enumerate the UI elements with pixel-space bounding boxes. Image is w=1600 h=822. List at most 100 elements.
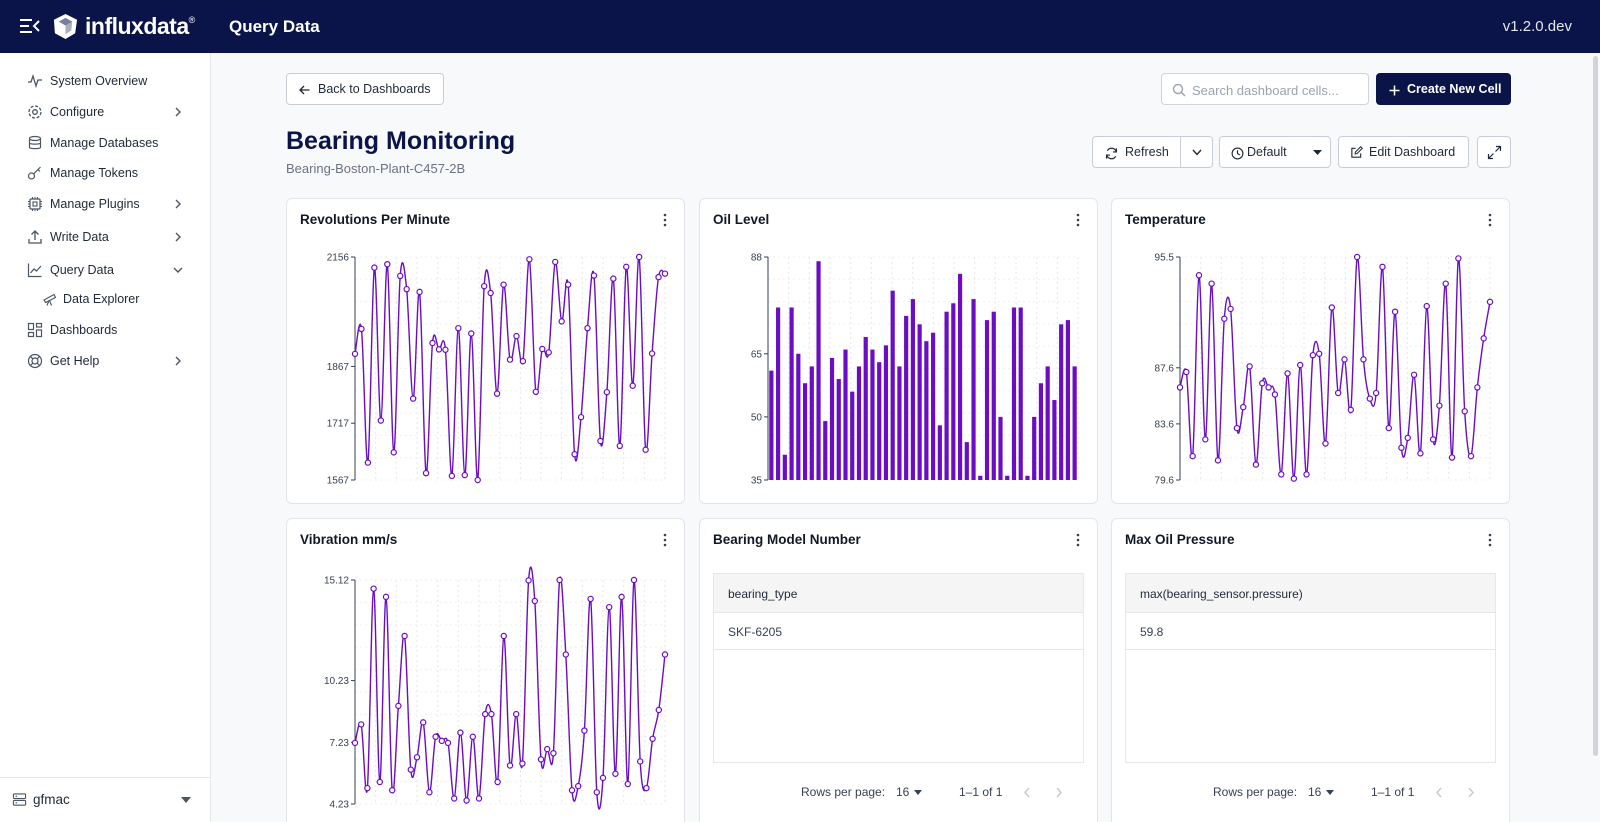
data-point [416,288,423,296]
bar [829,357,835,480]
kebab-menu-icon[interactable] [1487,533,1493,547]
scrollbar[interactable] [1593,56,1598,756]
search-input[interactable] [1192,80,1364,100]
data-point [488,710,495,718]
sidebar-item-get-help[interactable]: Get Help [0,347,211,375]
gear-icon [28,105,42,119]
edit-dashboard-button[interactable]: Edit Dashboard [1338,136,1469,168]
bar [1065,320,1070,480]
data-point [552,258,559,266]
data-point [558,318,565,325]
data-point [1227,305,1234,313]
chevron-right-icon [175,199,181,209]
table-pagination: Rows per page: 16 1–1 of 1 [1112,782,1509,802]
kebab-menu-icon[interactable] [1487,213,1493,227]
data-point [562,651,569,658]
chevron-right-icon[interactable] [1055,787,1063,798]
data-point [648,350,656,357]
y-tick-label: 79.6 [1155,476,1175,487]
rows-per-page-select[interactable]: 16 [894,782,928,802]
timezone-label: Default [1247,145,1287,159]
data-point [1372,389,1380,397]
data-point [1461,408,1468,415]
sidebar-item-manage-databases[interactable]: Manage Databases [0,129,211,157]
y-tick-label: 50 [751,412,763,423]
back-to-dashboards-button[interactable]: Back to Dashboards [286,73,444,105]
chevron-right-icon[interactable] [1467,787,1475,798]
server-icon [12,793,27,806]
chevron-right-icon [175,107,181,117]
data-point [395,702,402,710]
data-point [357,721,365,728]
rows-per-page-value: 16 [1308,785,1322,799]
data-point [556,576,563,584]
chevron-left-icon[interactable] [1435,787,1443,798]
kebab-menu-icon[interactable] [1075,213,1081,227]
data-point [1366,395,1373,402]
y-tick-label: 1717 [327,419,350,430]
refresh-interval-dropdown[interactable] [1180,136,1213,168]
sidebar-item-label: Dashboards [50,323,118,337]
database-icon [28,135,42,150]
sidebar-item-manage-tokens[interactable]: Manage Tokens [0,159,211,187]
fullscreen-button[interactable] [1477,136,1511,168]
arrow-left-icon [299,85,310,95]
data-point [593,789,600,796]
account-switcher[interactable]: gfmac [0,777,211,822]
chip-icon [28,197,42,211]
data-point [358,325,365,333]
sidebar-item-query-data[interactable]: Query Data [0,256,211,284]
data-point [450,795,458,802]
data-point [1391,308,1399,315]
sidebar-item-write-data[interactable]: Write Data [0,223,211,251]
chevron-right-icon [175,356,181,366]
sidebar-item-label: Manage Databases [50,136,159,150]
data-point [1195,272,1203,279]
refresh-button[interactable]: Refresh [1092,136,1181,168]
data-point [401,632,408,640]
kebab-menu-icon[interactable] [1075,533,1081,547]
data-point [630,576,638,584]
rows-per-page-select[interactable]: 16 [1306,782,1340,802]
chevron-left-icon[interactable] [1023,787,1031,798]
data-point [1442,280,1449,287]
y-tick-label: 10.23 [324,676,349,687]
data-point [1360,356,1367,363]
data-point [409,395,417,402]
sidebar-item-label: Query Data [50,263,114,277]
clock-icon [1231,147,1244,160]
timezone-select[interactable]: Default [1219,136,1331,168]
sidebar-item-system-overview[interactable]: System Overview [0,67,211,95]
bar [816,261,821,480]
top-bar: influxdata® Query Data v1.2.0.dev [0,0,1600,53]
sidebar-item-dashboards[interactable]: Dashboards [0,316,211,344]
create-new-cell-button[interactable]: Create New Cell [1376,73,1511,105]
data-point [1486,298,1494,306]
sidebar-item-configure[interactable]: Configure [0,98,211,126]
kebab-menu-icon[interactable] [662,533,668,547]
data-point [612,770,619,777]
sidebar-item-label: Configure [50,105,105,119]
data-point [1278,471,1285,478]
data-point [539,345,546,353]
bar [931,332,936,480]
data-point [1290,475,1298,482]
edit-button-label: Edit Dashboard [1369,145,1456,159]
data-table: max(bearing_sensor.pressure) 59.8 [1125,573,1496,763]
bar [971,299,976,480]
data-point [407,766,415,773]
search-dashboard-cells[interactable] [1161,73,1369,105]
pagination-range: 1–1 of 1 [1371,785,1415,799]
cell-title: Temperature [1125,212,1206,227]
kebab-menu-icon[interactable] [662,213,668,227]
chart-line-icon [27,263,42,278]
menu-collapse-icon[interactable] [20,17,40,35]
data-point [364,459,372,466]
sidebar-item-manage-plugins[interactable]: Manage Plugins [0,190,211,218]
sidebar-item-data-explorer[interactable]: Data Explorer [0,285,211,313]
data-point [506,356,514,363]
data-point [519,357,527,365]
grid-icon [27,322,43,338]
oil-level-bar-chart: 88 65 50 35 [751,253,1079,487]
influxdata-logo[interactable]: influxdata® [52,13,195,40]
